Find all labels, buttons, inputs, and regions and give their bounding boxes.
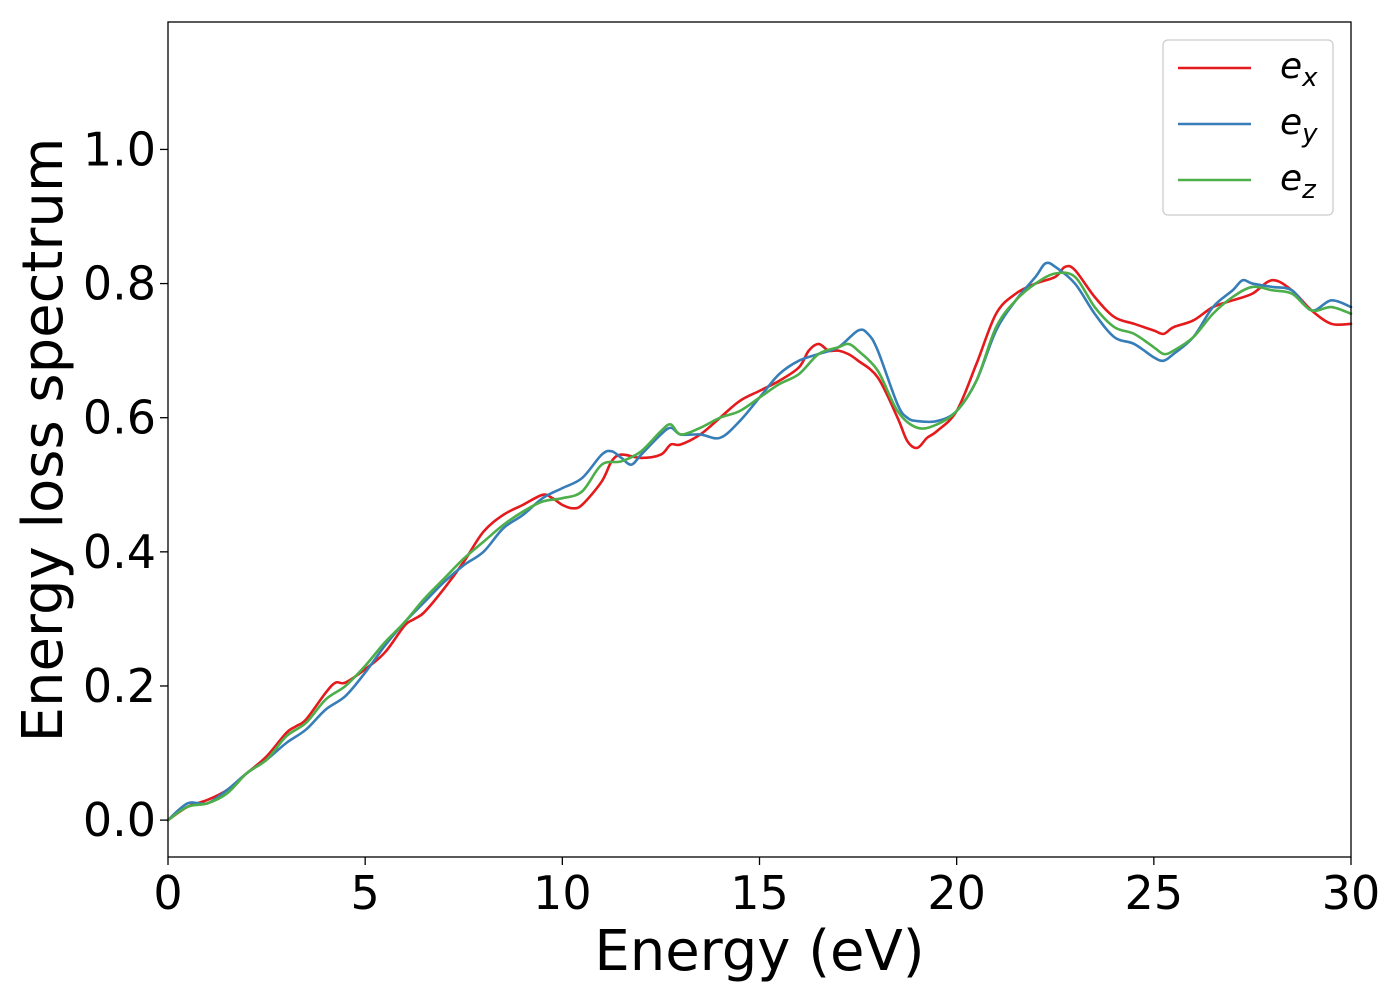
y-tick-label: 0.2 — [83, 659, 156, 713]
x-tick-label: 0 — [153, 866, 182, 920]
legend-label-subscript: x — [1301, 63, 1318, 93]
x-axis: 0 5 10 15 20 25 30 — [153, 857, 1380, 920]
y-tick-label: 0.4 — [83, 525, 156, 579]
x-tick-label: 20 — [927, 866, 986, 920]
y-axis: 0.0 0.2 0.4 0.6 0.8 1.0 — [83, 122, 168, 847]
series-line-ey — [166, 261, 1353, 822]
series-line-ez — [166, 271, 1353, 822]
legend-label-base: e — [1280, 158, 1302, 199]
legend-entry-ex: ex — [1178, 46, 1318, 93]
x-tick-label: 30 — [1322, 866, 1381, 920]
x-tick-label: 15 — [730, 866, 789, 920]
legend-label: ex — [1280, 46, 1318, 93]
y-tick-label: 0.0 — [83, 793, 156, 847]
series-layer — [166, 261, 1353, 822]
legend-label-base: e — [1280, 46, 1302, 87]
x-axis-label: Energy (eV) — [594, 919, 924, 984]
y-tick-label: 1.0 — [83, 122, 156, 176]
y-axis-label: Energy loss spectrum — [11, 138, 76, 743]
legend-entry-ez: ez — [1178, 158, 1317, 205]
x-tick-label: 10 — [533, 866, 592, 920]
legend-entry-ey: ey — [1178, 102, 1318, 149]
legend-label-base: e — [1280, 102, 1302, 143]
legend-label: ey — [1280, 102, 1318, 149]
legend-label: ez — [1280, 158, 1317, 205]
y-tick-label: 0.6 — [83, 391, 156, 445]
legend-box — [1162, 39, 1334, 216]
x-tick-label: 5 — [351, 866, 380, 920]
legend-label-subscript: z — [1301, 175, 1317, 205]
y-tick-label: 0.8 — [83, 257, 156, 311]
legend-label-subscript: y — [1301, 119, 1318, 149]
x-tick-label: 25 — [1125, 866, 1184, 920]
